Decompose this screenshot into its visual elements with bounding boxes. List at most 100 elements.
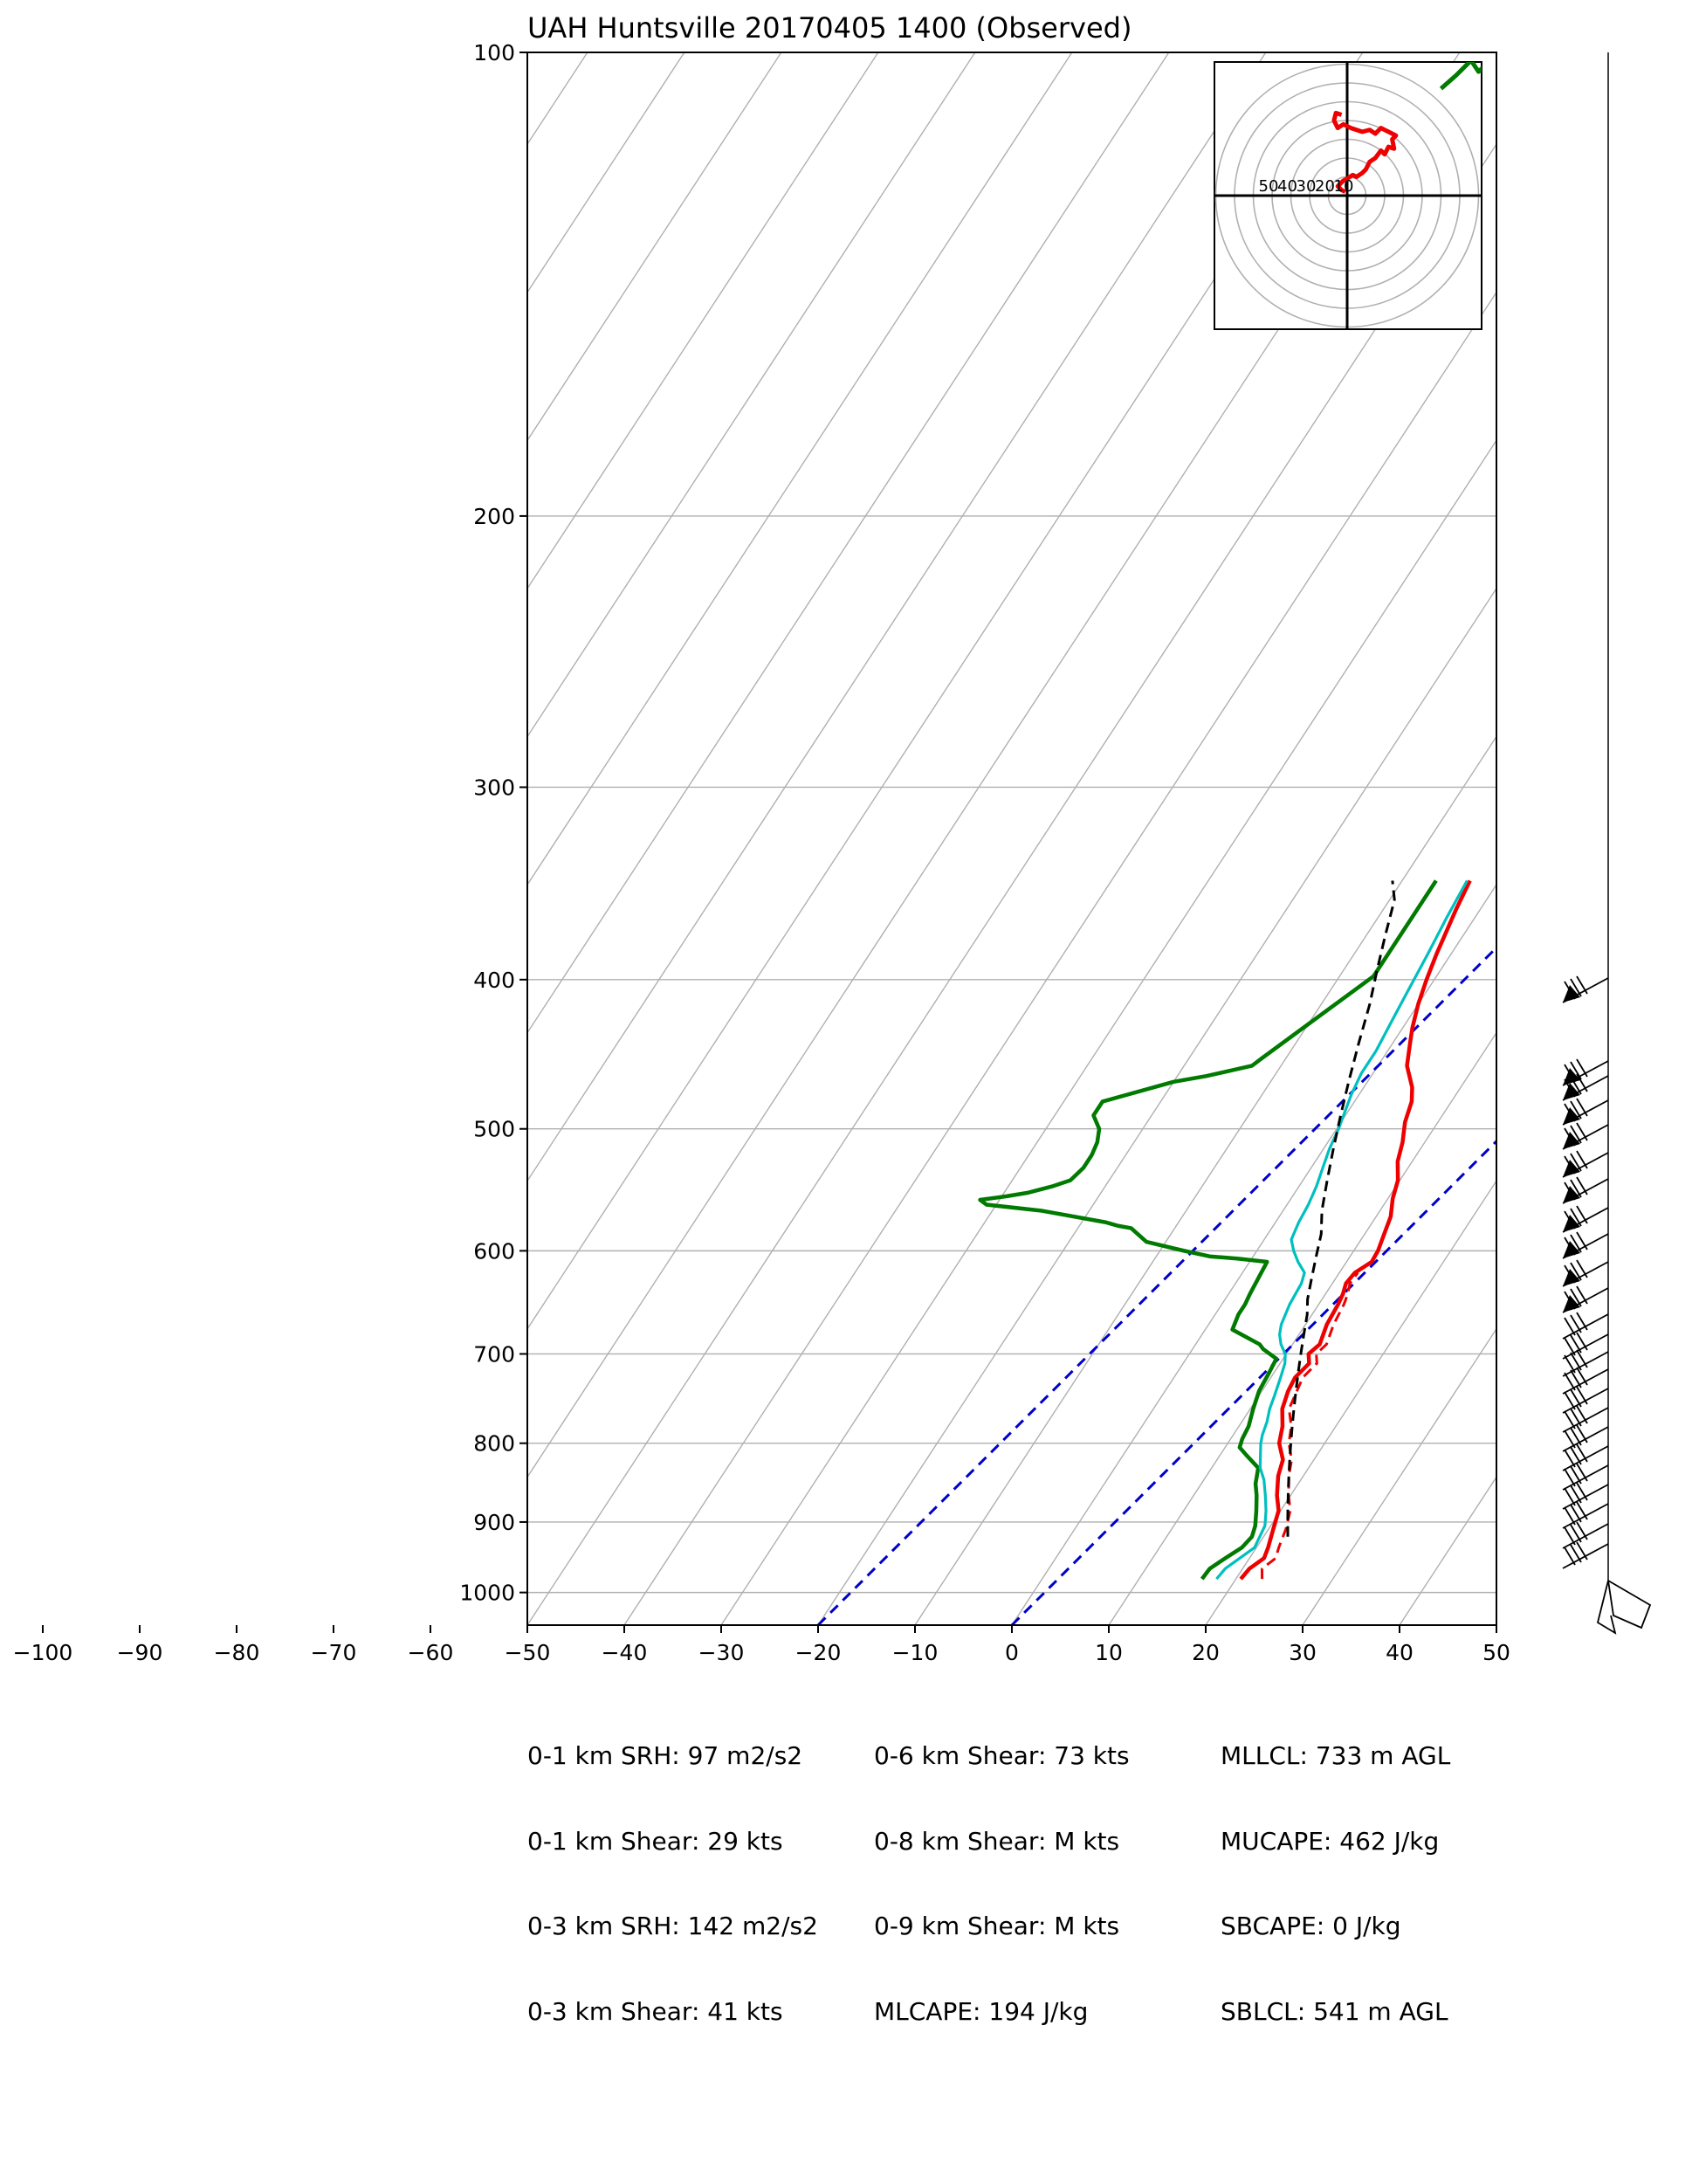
stat-sblcl: SBLCL: 541 m AGL [1221,1996,1448,2026]
barb-flag [1576,1058,1588,1078]
barb-flag [1564,1430,1576,1449]
barb-flag [1576,1098,1588,1117]
temperature-tick-label: −80 [214,1640,260,1665]
temperature-tick-label: −90 [117,1640,163,1665]
hodograph-ring-label: 40 [1277,177,1297,196]
isotherm-line [623,291,1496,1625]
hodograph-ring-label: 50 [1259,177,1279,196]
temperature-tick-label: −100 [13,1640,73,1665]
barb-flag [1564,1264,1576,1284]
barb-flag [1570,1504,1582,1523]
virtual_temp-trace [1261,1271,1359,1580]
isotherm-line [527,52,588,146]
barb-flag [1576,1073,1588,1092]
isotherm-line [817,587,1496,1625]
barb-flag [1564,1391,1576,1410]
temperature-tick-label: 0 [1005,1640,1019,1665]
barb-flag [1564,1317,1576,1336]
barb-flag [1564,1103,1576,1122]
barb-flag [1570,1076,1582,1095]
stat-shear-0-9: 0-9 km Shear: M kts [874,1912,1120,1940]
barb-flag [1576,1205,1588,1224]
temperature-axis: −100 −90 −80 −70 −60 −50 −40 −30 −20 −10 0 10 20 30 40… [13,1625,1510,1665]
surface-barb [1596,1580,1617,1635]
wind-barb [1562,1386,1609,1414]
dewpoint-trace [978,879,1438,1581]
barb-flag [1576,1312,1588,1331]
hodograph-ring-label: 20 [1315,177,1335,196]
wind-barb [1562,1367,1609,1395]
wind-barb [1562,1259,1609,1287]
temperature-tick-label: 30 [1289,1640,1317,1665]
barb-flag [1564,1487,1576,1506]
isotherm-line [527,52,1073,886]
barb-flag [1576,1405,1588,1424]
wind-barb [1562,1332,1609,1360]
barb-flag [1570,1100,1582,1120]
barb-flag [1564,1182,1576,1201]
sounding-traces [978,879,1472,1581]
pressure-tick-label: 100 [473,40,515,65]
barb-flag [1576,1367,1588,1386]
barb-flag [1576,1349,1588,1368]
isotherm-line [1496,52,1699,1625]
surface-barbs [1596,1580,1652,1635]
barb-flag [1576,1443,1588,1463]
isotherm-line [1205,1179,1496,1625]
barb-flag [1570,1524,1582,1543]
barb-flag [1576,1386,1588,1405]
stat-sbcape: SBCAPE: 0 J/kg [1221,1912,1401,1940]
pressure-tick-label: 600 [473,1238,515,1264]
barb-flag [1570,1179,1582,1198]
isotherm-line [527,52,782,442]
isotherm-line [1011,883,1496,1625]
surface-barb [1607,1580,1652,1629]
hodograph-ring-label: 30 [1297,177,1317,196]
barb-flag [1564,1354,1576,1374]
barb-flag [1570,1288,1582,1307]
barb-flag [1576,1521,1588,1540]
barb-flag [1576,1463,1588,1482]
stat-mllcl: MLLCL: 733 m AGL [1221,1741,1451,1770]
isotherm-line [527,52,1364,1331]
barb-flag [1570,1408,1582,1427]
wind-barb [1562,1205,1609,1233]
barb-flag [1570,978,1582,997]
barb-flag [1570,1153,1582,1172]
temperature-tick-label: −10 [892,1640,939,1665]
skewed-isotherms [527,52,1699,1625]
hodograph-ring-label: 10 [1334,177,1354,196]
barb-flag [1576,1150,1588,1169]
isotherm-line [527,52,976,738]
barb-flag [1570,1125,1582,1144]
barb-flag [1576,1259,1588,1278]
barb-flag [1564,1078,1576,1098]
barb-flag [1576,1541,1588,1560]
stat-srh-0-1: 0-1 km SRH: 97 m2/s2 [527,1741,803,1770]
barb-flag [1570,1485,1582,1504]
barb-flag [1564,981,1576,1000]
barb-flag [1564,1237,1576,1256]
barb-flag [1564,1337,1576,1356]
stats-col-2: 0-6 km Shear: 73 kts 0-8 km Shear: M kts… [874,1685,1130,2055]
stat-mucape: MUCAPE: 462 J/kg [1221,1826,1440,1856]
temperature-tick-label: 20 [1192,1640,1220,1665]
pressure-axis: 100 200 300 400 500 600 700 800 900 1000 [459,40,527,1606]
temperature-tick-label: −50 [505,1640,551,1665]
stat-srh-0-3: 0-3 km SRH: 142 m2/s2 [527,1912,818,1940]
hodograph-dewpoint-trace [1439,62,1482,91]
barb-flag [1576,1424,1588,1443]
isobar-gridlines [527,52,1496,1594]
barb-flag [1564,1526,1576,1546]
barb-flag [1564,1291,1576,1310]
wind-barb [1562,1098,1609,1126]
pressure-tick-label: 900 [473,1510,515,1535]
isotherm-line [914,735,1496,1625]
temperature-tick-label: 50 [1482,1640,1510,1665]
barb-flag [1576,1176,1588,1195]
isotherm-line [527,52,1267,1182]
stats-col-3: MLLCL: 733 m AGL MUCAPE: 462 J/kg SBCAPE… [1221,1685,1450,2055]
barb-flag [1576,1332,1588,1351]
temperature-trace [1239,879,1472,1581]
